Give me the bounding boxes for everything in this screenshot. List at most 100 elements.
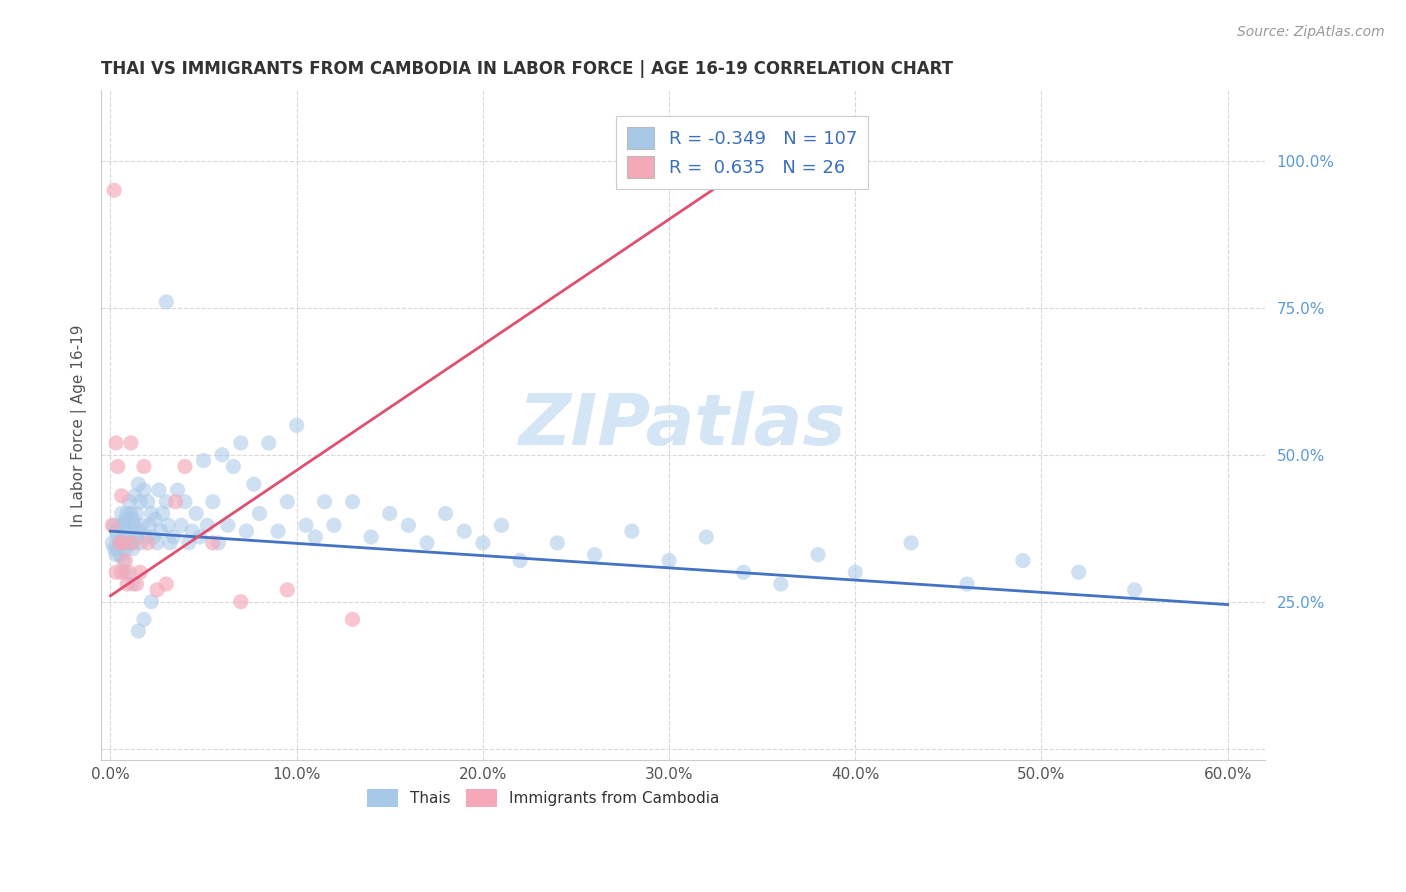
Point (118, 536, 141, 550)
Point (201, 494, 224, 508)
Point (129, 536, 152, 550)
Point (125, 577, 148, 591)
Point (201, 536, 224, 550)
Point (127, 524, 149, 538)
Point (322, 518, 344, 533)
Point (733, 566, 755, 580)
Point (1012, 553, 1035, 567)
Point (124, 489, 146, 503)
Point (229, 436, 252, 450)
Point (285, 418, 308, 433)
Point (1123, 582, 1146, 597)
Text: ZIPatlas: ZIPatlas (519, 391, 846, 459)
Point (127, 477, 149, 491)
Point (181, 524, 204, 538)
Point (166, 483, 188, 497)
Point (416, 536, 439, 550)
Point (129, 494, 152, 508)
Point (103, 541, 125, 556)
Point (105, 566, 128, 580)
Point (276, 582, 298, 597)
Point (188, 530, 211, 544)
Point (149, 524, 172, 538)
Point (193, 453, 215, 467)
Point (112, 518, 135, 533)
Point (110, 536, 132, 550)
Point (222, 459, 245, 474)
Point (249, 507, 271, 521)
Point (115, 577, 138, 591)
Point (807, 548, 830, 562)
Point (207, 536, 229, 550)
Point (103, 183, 125, 197)
Point (108, 518, 131, 533)
Point (342, 612, 364, 626)
Point (136, 494, 159, 508)
Point (129, 566, 152, 580)
Point (229, 595, 252, 609)
Point (956, 577, 979, 591)
Point (342, 494, 364, 508)
Point (152, 507, 174, 521)
Point (114, 541, 136, 556)
Point (114, 524, 136, 538)
Point (118, 494, 141, 508)
Point (155, 577, 177, 591)
Point (114, 512, 136, 526)
Point (146, 582, 169, 597)
Point (396, 518, 419, 533)
Point (217, 518, 239, 533)
Point (844, 566, 866, 580)
Point (583, 548, 606, 562)
Point (112, 530, 135, 544)
Point (170, 518, 193, 533)
Point (105, 436, 128, 450)
Point (107, 459, 129, 474)
Point (195, 518, 218, 533)
Point (108, 548, 131, 562)
Point (174, 494, 197, 508)
Text: Source: ZipAtlas.com: Source: ZipAtlas.com (1237, 25, 1385, 39)
Point (121, 541, 143, 556)
Point (118, 518, 141, 533)
Point (141, 595, 163, 609)
Point (132, 483, 155, 497)
Point (769, 577, 792, 591)
Point (174, 459, 197, 474)
Point (211, 448, 233, 462)
Point (900, 536, 922, 550)
Point (105, 524, 128, 538)
Point (304, 530, 326, 544)
Point (131, 518, 153, 533)
Point (509, 553, 531, 567)
Point (110, 566, 132, 580)
Point (107, 541, 129, 556)
Point (546, 536, 568, 550)
Point (148, 483, 170, 497)
Point (114, 566, 136, 580)
Point (121, 536, 143, 550)
Point (125, 530, 148, 544)
Point (1067, 566, 1090, 580)
Text: THAI VS IMMIGRANTS FROM CAMBODIA IN LABOR FORCE | AGE 16-19 CORRELATION CHART: THAI VS IMMIGRANTS FROM CAMBODIA IN LABO… (101, 60, 953, 78)
Legend: Thais, Immigrants from Cambodia: Thais, Immigrants from Cambodia (361, 783, 725, 813)
Point (235, 524, 257, 538)
Point (378, 507, 401, 521)
Point (108, 536, 131, 550)
Point (658, 553, 681, 567)
Point (142, 530, 165, 544)
Point (155, 294, 177, 309)
Point (184, 507, 207, 521)
Point (276, 494, 298, 508)
Point (121, 577, 143, 591)
Point (112, 536, 135, 550)
Point (101, 536, 124, 550)
Point (115, 507, 138, 521)
Point (257, 436, 280, 450)
Point (136, 536, 159, 550)
Point (118, 536, 141, 550)
Point (121, 512, 143, 526)
Point (110, 507, 132, 521)
Point (135, 530, 157, 544)
Point (157, 518, 180, 533)
